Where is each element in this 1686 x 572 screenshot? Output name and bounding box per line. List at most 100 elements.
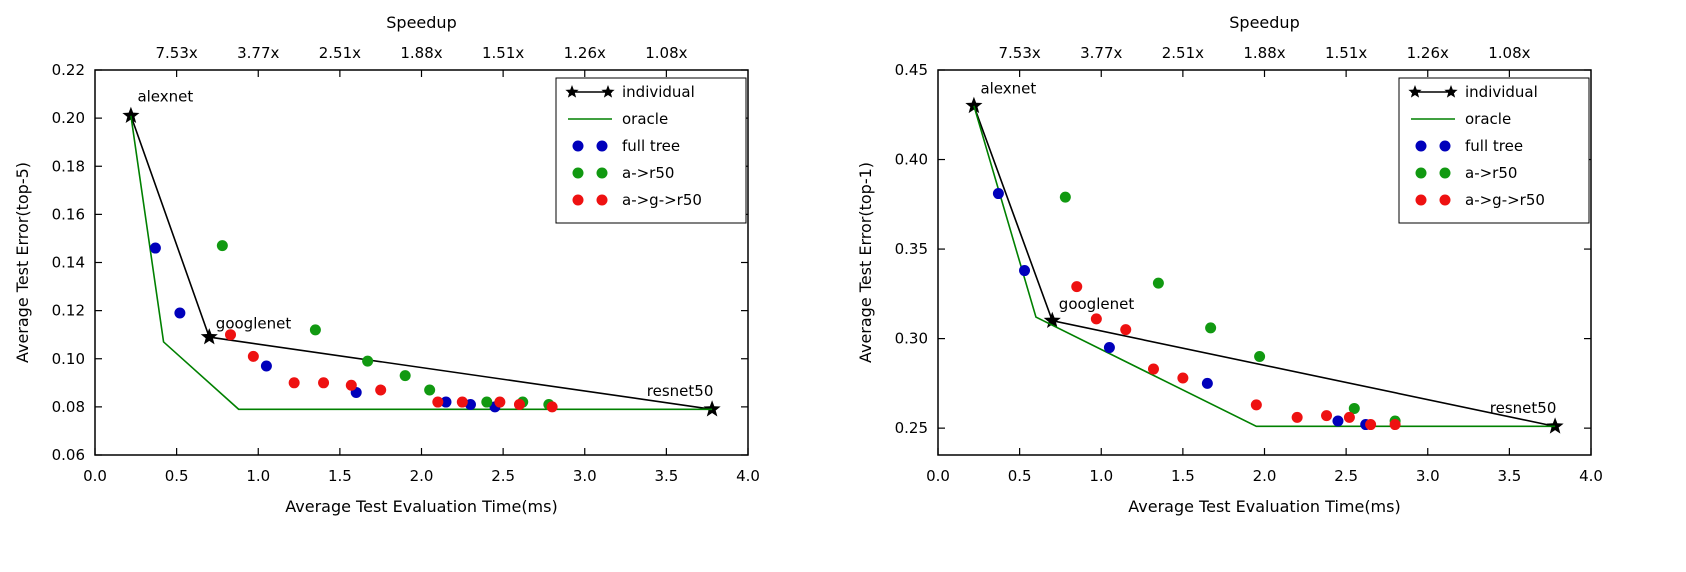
x-tick-label: 0.0 — [83, 467, 107, 485]
x-tick-label: 2.5 — [1334, 467, 1358, 485]
speedup-tick-label: 1.88x — [400, 44, 442, 62]
y-tick-label: 0.25 — [895, 419, 928, 437]
y-tick-label: 0.22 — [52, 61, 85, 79]
legend-label-oracle: oracle — [1465, 110, 1511, 128]
data-point — [1103, 342, 1115, 354]
star-marker — [965, 96, 983, 114]
speedup-tick-label: 2.51x — [1162, 44, 1204, 62]
data-point — [1254, 351, 1266, 363]
series-individual — [122, 106, 721, 417]
legend-label-individual: individual — [622, 83, 695, 101]
x-axis: 0.0 0.5 1.0 1.5 2.0 2.5 3.0 3.5 4.0 Average Test … — [83, 448, 760, 516]
x-tick-label: 3.5 — [654, 467, 678, 485]
annotation-alexnet: alexnet — [137, 87, 193, 105]
speedup-tick-label: 1.26x — [1407, 44, 1449, 62]
speedup-tick-label: 1.08x — [1488, 44, 1530, 62]
speedup-tick-label: 1.08x — [645, 44, 687, 62]
data-point — [1147, 363, 1159, 375]
series-oracle — [973, 105, 1556, 428]
data-point — [424, 384, 436, 396]
data-point — [456, 396, 468, 408]
legend-label-full-tree: full tree — [1465, 137, 1523, 155]
legend-label-full-tree: full tree — [622, 137, 680, 155]
x-tick-label: 0.5 — [165, 467, 189, 485]
data-point — [1332, 415, 1344, 427]
x-tick-label: 1.0 — [246, 467, 270, 485]
speedup-tick-label: 7.53x — [998, 44, 1040, 62]
y-axis: 0.06 0.08 0.10 0.12 0.14 0.16 0.18 0.20 0.22 Aver… — [13, 61, 748, 464]
x-tick-label: 3.5 — [1497, 467, 1521, 485]
chart-top5-canvas: 0.0 0.5 1.0 1.5 2.0 2.5 3.0 3.5 4.0 Average Test … — [13, 13, 760, 516]
series-oracle — [130, 115, 713, 411]
series-a-r50 — [1059, 191, 1401, 427]
speedup-axis: 7.53x 3.77x 2.51x 1.88x 1.51x 1.26x 1.08x Speed… — [998, 13, 1531, 77]
data-point — [1019, 265, 1031, 277]
data-point — [546, 401, 558, 413]
data-point — [174, 307, 186, 319]
data-point — [1120, 324, 1132, 336]
y-tick-label: 0.20 — [52, 109, 85, 127]
annotation-resnet50: resnet50 — [647, 382, 714, 400]
annotation-alexnet: alexnet — [980, 79, 1036, 97]
x-tick-label: 1.0 — [1089, 467, 1113, 485]
data-point — [432, 396, 444, 408]
legend-label-a-g-r50: a->g->r50 — [622, 191, 702, 209]
data-point — [1177, 372, 1189, 384]
data-point — [1365, 419, 1377, 431]
y-tick-label: 0.14 — [52, 254, 85, 272]
x-tick-label: 2.0 — [1253, 467, 1277, 485]
data-point — [1250, 399, 1262, 411]
data-point — [1348, 402, 1360, 414]
y-tick-label: 0.18 — [52, 157, 85, 175]
chart-top1-canvas: 0.0 0.5 1.0 1.5 2.0 2.5 3.0 3.5 4.0 Average Test … — [856, 13, 1603, 516]
data-point — [288, 377, 300, 389]
data-point — [260, 360, 272, 372]
series-individual — [965, 96, 1564, 434]
data-point — [1389, 419, 1401, 431]
legend-label-oracle: oracle — [622, 110, 668, 128]
chart-top5-error: 0.0 0.5 1.0 1.5 2.0 2.5 3.0 3.5 4.0 Average Test … — [0, 0, 843, 568]
x-tick-label: 0.0 — [926, 467, 950, 485]
y-axis-label: Average Test Error(top-1) — [856, 162, 875, 363]
data-point — [309, 324, 321, 336]
data-point — [375, 384, 387, 396]
y-tick-label: 0.35 — [895, 240, 928, 258]
data-point — [481, 396, 493, 408]
x-tick-label: 3.0 — [573, 467, 597, 485]
x-axis-label: Average Test Evaluation Time(ms) — [1128, 497, 1400, 516]
legend-label-individual: individual — [1465, 83, 1538, 101]
speedup-tick-label: 7.53x — [155, 44, 197, 62]
data-point — [1071, 281, 1083, 293]
data-point — [1059, 191, 1071, 203]
chart-top1-error: 0.0 0.5 1.0 1.5 2.0 2.5 3.0 3.5 4.0 Average Test … — [843, 0, 1686, 568]
annotations: alexnet googlenet resnet50 — [137, 87, 713, 400]
x-tick-label: 1.5 — [1171, 467, 1195, 485]
y-axis-label: Average Test Error(top-5) — [13, 162, 32, 363]
speedup-tick-label: 1.51x — [1325, 44, 1367, 62]
data-point — [362, 355, 374, 367]
annotation-googlenet: googlenet — [1059, 295, 1135, 313]
data-point — [992, 188, 1004, 200]
data-point — [216, 240, 228, 252]
x-tick-label: 0.5 — [1008, 467, 1032, 485]
y-tick-label: 0.40 — [895, 151, 928, 169]
star-marker — [1043, 311, 1061, 328]
data-point — [1201, 377, 1213, 389]
legend: individual oracle full tree a->r50 a->g->r50 — [1398, 77, 1590, 224]
data-point — [494, 396, 506, 408]
series-full-tree — [992, 188, 1372, 431]
x-tick-label: 2.0 — [410, 467, 434, 485]
data-point — [247, 350, 259, 362]
legend-label-a-g-r50: a->g->r50 — [1465, 191, 1545, 209]
legend-label-a-r50: a->r50 — [1465, 164, 1517, 182]
annotation-googlenet: googlenet — [216, 315, 292, 333]
data-point — [399, 370, 411, 382]
data-point — [1291, 411, 1303, 423]
star-marker — [122, 106, 140, 123]
legend-label-a-r50: a->r50 — [622, 164, 674, 182]
x-tick-label: 2.5 — [491, 467, 515, 485]
speedup-tick-label: 2.51x — [319, 44, 361, 62]
data-point — [1343, 411, 1355, 423]
speedup-tick-label: 1.26x — [564, 44, 606, 62]
